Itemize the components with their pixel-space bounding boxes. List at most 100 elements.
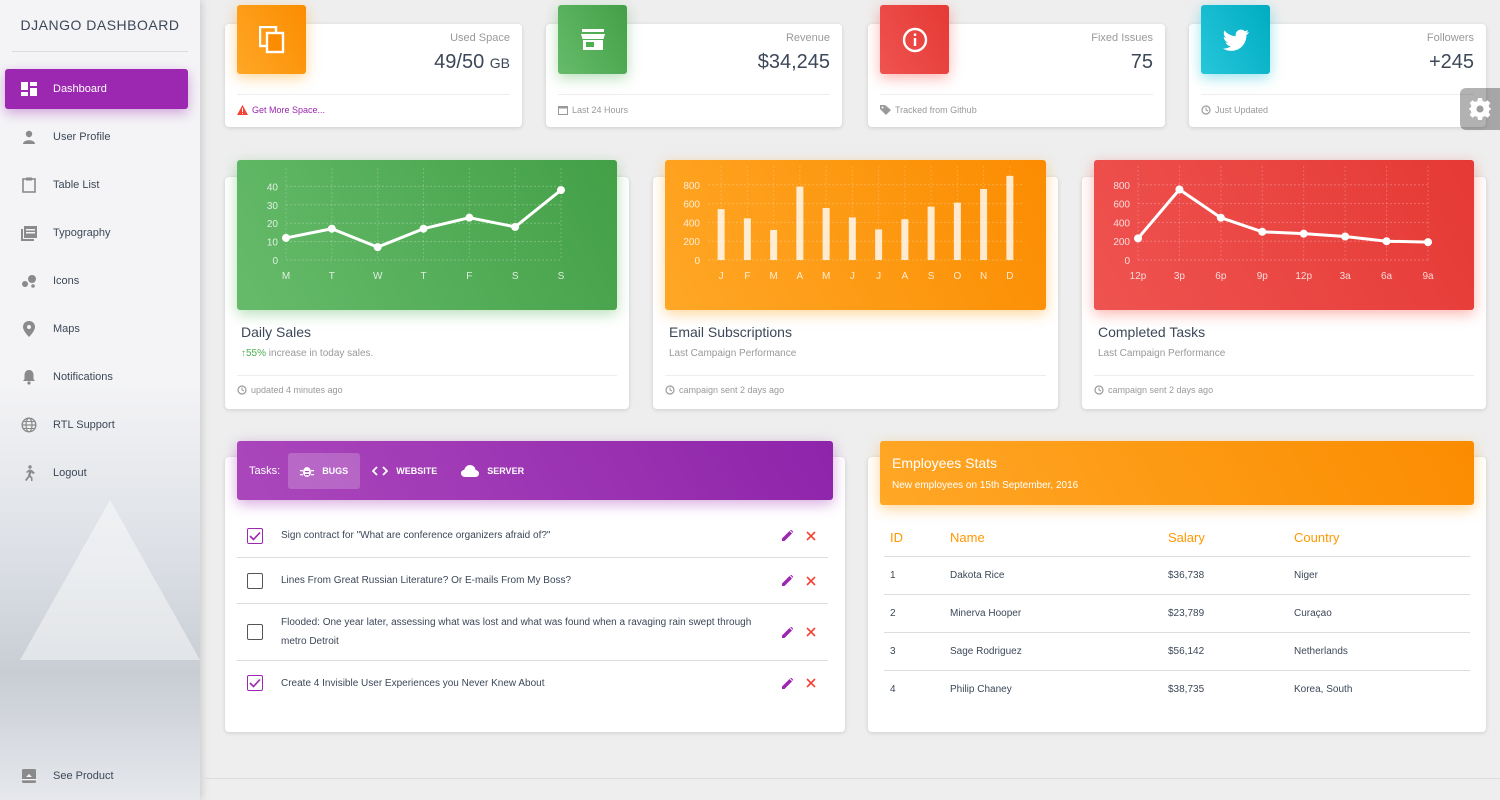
dashboard-icon <box>21 81 37 97</box>
library-books-icon <box>21 225 37 241</box>
bubble-chart-icon <box>21 273 37 289</box>
y-tick-label: 200 <box>1113 237 1130 248</box>
x-tick-label: 6a <box>1381 271 1393 282</box>
sidebar-item-label: Logout <box>53 467 87 479</box>
tab-website[interactable]: WEBSITE <box>360 453 449 489</box>
sidebar-item-rtl-support[interactable]: RTL Support <box>5 405 188 445</box>
sidebar-item-icons[interactable]: Icons <box>5 261 188 301</box>
employees-header: Employees Stats New employees on 15th Se… <box>880 441 1474 505</box>
sidebar-item-label: Dashboard <box>53 83 107 95</box>
footer-divider <box>200 778 1500 779</box>
task-checkbox[interactable] <box>247 675 263 691</box>
edit-task-button[interactable] <box>782 575 793 586</box>
remove-task-button[interactable] <box>805 575 816 586</box>
gear-icon <box>1469 98 1491 120</box>
stat-category: Used Space <box>450 32 510 44</box>
remove-task-button[interactable] <box>805 530 816 541</box>
series-line <box>1136 188 1429 244</box>
stat-value: 75 <box>1130 51 1153 73</box>
stat-value: $34,245 <box>757 51 830 73</box>
y-tick-label: 0 <box>1124 256 1130 267</box>
pencil-icon <box>782 626 793 638</box>
data-point <box>1258 227 1267 236</box>
table-row: 2 Minerva Hooper $23,789 Curaçao <box>884 594 1470 633</box>
chart-footer: campaign sent 2 days ago <box>665 375 1046 395</box>
running-person-icon <box>21 465 37 481</box>
cell-id: 1 <box>884 556 950 595</box>
sidebar-item-typography[interactable]: Typography <box>5 213 188 253</box>
table-row: 1 Dakota Rice $36,738 Niger <box>884 556 1470 595</box>
tasks-card: Tasks: BUGS WEBSITE SERVER Sign contract… <box>225 441 845 732</box>
sidebar-item-user-profile[interactable]: User Profile <box>5 117 188 157</box>
x-tick-label: M <box>282 271 290 282</box>
tab-bugs[interactable]: BUGS <box>288 452 361 489</box>
sidebar-bottom: See Product <box>5 756 188 796</box>
table-header-row: ID Name Salary Country <box>884 519 1470 557</box>
sidebar-item-logout[interactable]: Logout <box>5 453 188 493</box>
bar <box>796 186 804 260</box>
clock-icon <box>237 385 247 395</box>
data-point <box>1341 232 1350 241</box>
sidebar-item-table-list[interactable]: Table List <box>5 165 188 205</box>
bar <box>875 229 883 260</box>
sidebar-nav: Dashboard User Profile Table List Typogr… <box>0 69 200 493</box>
task-checkbox[interactable] <box>247 572 263 589</box>
cell-name: Minerva Hooper <box>950 594 1168 633</box>
tab-server[interactable]: SERVER <box>449 453 536 489</box>
edit-task-button[interactable] <box>782 530 793 541</box>
cell-name: Philip Chaney <box>950 683 1012 695</box>
edit-task-button[interactable] <box>782 677 793 689</box>
brand-logo[interactable]: DJANGO DASHBOARD <box>12 0 188 52</box>
task-actions <box>782 575 816 586</box>
cell-salary: $56,142 <box>1168 632 1294 671</box>
task-checkbox[interactable] <box>247 527 263 544</box>
bar-chart: 0 200 400 600 800 J F M A M J J A S O N D <box>683 166 1023 282</box>
x-tick-label: 3a <box>1340 271 1352 282</box>
stat-footer: Get More Space... <box>237 94 510 115</box>
chart-completed-tasks: 0 200 400 600 800 12p 3p 6p 9p 12p 3a 6a 9a <box>1094 160 1474 310</box>
data-point <box>327 224 336 233</box>
close-icon <box>805 627 816 637</box>
cell-id: 2 <box>884 594 950 633</box>
bar <box>743 218 751 260</box>
get-more-space-link[interactable]: Get More Space... <box>252 105 326 115</box>
employees-title: Employees Stats <box>892 455 998 471</box>
settings-gear-button[interactable] <box>1460 88 1500 130</box>
bar <box>980 188 988 260</box>
x-tick-label: M <box>769 271 777 282</box>
bar <box>927 206 935 260</box>
pencil-icon <box>782 530 793 541</box>
remove-task-button[interactable] <box>805 678 816 689</box>
sidebar-item-label: See Product <box>53 770 114 782</box>
task-row: Create 4 Invisible User Experiences you … <box>237 661 828 705</box>
y-tick-label: 600 <box>1113 200 1130 211</box>
column-header-salary: Salary <box>1168 519 1294 557</box>
y-tick-label: 800 <box>1113 181 1130 192</box>
cell-name: Sage Rodriguez <box>950 632 1168 671</box>
data-point <box>1382 237 1391 246</box>
stat-category: Followers <box>1426 32 1474 44</box>
update-icon <box>1201 105 1211 115</box>
sidebar-item-maps[interactable]: Maps <box>5 309 188 349</box>
x-tick-label: F <box>466 271 472 282</box>
y-tick-label: 40 <box>267 182 279 193</box>
sidebar-item-label: Maps <box>53 323 80 335</box>
data-point <box>282 233 290 242</box>
sidebar-item-notifications[interactable]: Notifications <box>5 357 188 397</box>
y-tick-label: 200 <box>683 237 700 248</box>
unarchive-icon <box>21 768 37 784</box>
stat-card-followers: Followers +245 Just Updated <box>1189 5 1486 127</box>
sidebar-item-see-product[interactable]: See Product <box>5 756 188 796</box>
x-tick-label: A <box>797 271 804 282</box>
arrow-up-icon: ↑ <box>241 348 246 359</box>
task-text: Flooded: One year later, assessing what … <box>281 617 752 647</box>
chart-card-email-subscriptions: 0 200 400 600 800 J F M A M J J A S O N D Email Subscrip… <box>653 160 1058 409</box>
x-tick-label: S <box>928 271 935 282</box>
stat-footer: Last 24 Hours <box>558 94 830 115</box>
task-checkbox[interactable] <box>247 624 263 640</box>
edit-task-button[interactable] <box>782 626 793 638</box>
sidebar-item-dashboard[interactable]: Dashboard <box>5 69 188 109</box>
x-tick-label: 3p <box>1174 271 1186 282</box>
remove-task-button[interactable] <box>805 627 816 638</box>
tag-icon <box>880 105 891 115</box>
